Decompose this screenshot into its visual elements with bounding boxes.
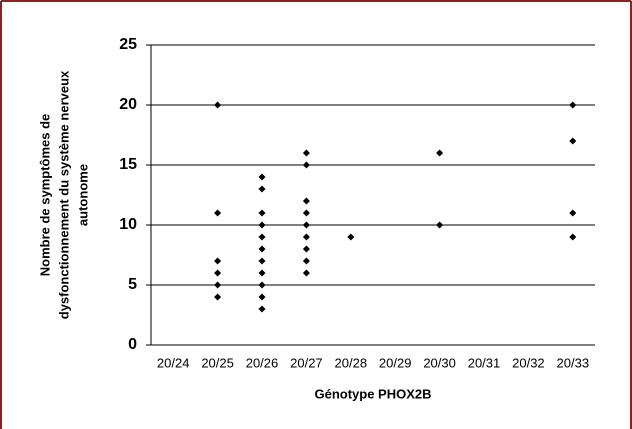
point (214, 281, 222, 289)
y-axis-label: Nombre de symptômes de dysfonctionnement… (37, 70, 90, 319)
point (258, 257, 266, 265)
x-tick-label: 20/24 (157, 355, 190, 370)
point (569, 209, 577, 217)
y-axis-label-line: dysfonctionnement du système nerveux (56, 70, 71, 319)
x-axis-label: Génotype PHOX2B (314, 386, 431, 401)
point (302, 197, 310, 205)
point (214, 209, 222, 217)
y-tick-label: 25 (119, 36, 137, 53)
x-tick-label: 20/32 (512, 355, 545, 370)
point (347, 233, 355, 241)
point (258, 233, 266, 241)
y-tick-label: 15 (119, 156, 137, 173)
point (258, 185, 266, 193)
point (258, 269, 266, 277)
y-axis-label-line: Nombre de symptômes de (37, 114, 52, 277)
x-tick-label: 20/30 (423, 355, 456, 370)
x-tick-label: 20/33 (557, 355, 590, 370)
point (258, 209, 266, 217)
point (258, 245, 266, 253)
point (214, 293, 222, 301)
point (302, 269, 310, 277)
x-tick-label: 20/27 (290, 355, 323, 370)
x-tick-label: 20/31 (468, 355, 501, 370)
point (569, 137, 577, 145)
point (436, 149, 444, 157)
x-tick-label: 20/25 (201, 355, 234, 370)
point (258, 281, 266, 289)
point (258, 221, 266, 229)
y-tick-label: 0 (128, 336, 137, 353)
y-tick-label: 10 (119, 216, 137, 233)
point (569, 233, 577, 241)
point (302, 209, 310, 217)
point (258, 293, 266, 301)
y-tick-label: 20 (119, 96, 137, 113)
point (214, 269, 222, 277)
point (436, 221, 444, 229)
y-tick-label: 5 (128, 276, 137, 293)
x-tick-label: 20/29 (379, 355, 412, 370)
point (302, 161, 310, 169)
point (258, 173, 266, 181)
point (214, 257, 222, 265)
point (302, 149, 310, 157)
point (302, 245, 310, 253)
point (569, 101, 577, 109)
point (302, 257, 310, 265)
point (214, 101, 222, 109)
x-tick-label: 20/28 (335, 355, 368, 370)
point (258, 305, 266, 313)
point (302, 233, 310, 241)
x-tick-label: 20/26 (246, 355, 279, 370)
point (302, 221, 310, 229)
y-axis-label-line: autonome (75, 164, 90, 226)
